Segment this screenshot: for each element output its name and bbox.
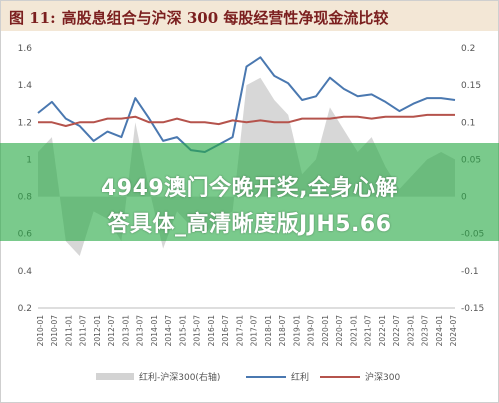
x-tick-label: 2023-07 xyxy=(421,315,430,347)
hs300-line xyxy=(38,113,455,127)
left-tick-label: 0.2 xyxy=(18,304,32,314)
x-tick-label: 2010-07 xyxy=(50,315,59,347)
x-tick-label: 2020-01 xyxy=(321,315,330,347)
left-tick-label: 1.2 xyxy=(18,118,32,128)
x-tick-label: 2013-01 xyxy=(121,315,130,347)
x-tick-label: 2018-07 xyxy=(278,315,287,347)
x-tick-label: 2019-01 xyxy=(292,315,301,347)
x-tick-label: 2011-01 xyxy=(64,315,73,347)
legend-label-dividend: 红利 xyxy=(291,371,309,383)
x-tick-label: 2010-01 xyxy=(36,315,45,347)
x-tick-label: 2011-07 xyxy=(79,315,88,347)
x-tick-label: 2024-01 xyxy=(435,315,444,347)
right-tick-label: -0.15 xyxy=(461,304,484,314)
x-tick-label: 2018-01 xyxy=(264,315,273,347)
x-tick-label: 2013-07 xyxy=(136,315,145,347)
x-tick-label: 2019-07 xyxy=(307,315,316,347)
figure-number: 图 11: xyxy=(9,9,56,27)
x-tick-label: 2012-01 xyxy=(93,315,102,347)
watermark-banner xyxy=(0,143,499,241)
x-tick-label: 2014-01 xyxy=(150,315,159,347)
legend-label-hs300: 沪深300 xyxy=(365,371,400,383)
right-tick-label: 0.15 xyxy=(461,81,481,91)
watermark-text-line-2: 答具体_高清晰度版JJH5.66 xyxy=(107,212,392,237)
x-tick-label: 2017-07 xyxy=(250,315,259,347)
figure-title: 高股息组合与沪深 300 每股经营性净现金流比较 xyxy=(61,9,389,27)
dividend-line xyxy=(37,56,456,153)
left-tick-label: 1.6 xyxy=(18,44,33,54)
x-tick-label: 2012-07 xyxy=(107,315,116,347)
x-tick-label: 2014-07 xyxy=(164,315,173,347)
x-tick-label: 2022-01 xyxy=(378,315,387,347)
right-tick-label: 0.1 xyxy=(461,118,475,128)
x-tick-label: 2020-07 xyxy=(335,315,344,347)
legend: 红利-沪深300(右轴) 红利 沪深300 xyxy=(96,371,400,383)
chart-title-bar: 图 11: 高股息组合与沪深 300 每股经营性净现金流比较 xyxy=(1,1,498,31)
legend-swatch-spread xyxy=(96,373,134,380)
x-tick-label: 2015-01 xyxy=(178,315,187,347)
x-tick-label: 2016-07 xyxy=(221,315,230,347)
series-lines-layer xyxy=(37,56,456,153)
x-tick-label: 2021-01 xyxy=(349,315,358,347)
x-tick-label: 2015-07 xyxy=(193,315,202,347)
x-tick-label: 2016-01 xyxy=(207,315,216,347)
left-tick-label: 1.4 xyxy=(18,81,33,91)
right-tick-label: -0.1 xyxy=(461,267,479,277)
right-tick-label: 0.2 xyxy=(461,44,475,54)
left-tick-label: 0.4 xyxy=(18,267,33,277)
chart-title: 图 11: 高股息组合与沪深 300 每股经营性净现金流比较 xyxy=(9,7,388,28)
x-tick-label: 2024-07 xyxy=(449,315,458,347)
x-tick-label: 2021-07 xyxy=(364,315,373,347)
x-tick-label: 2017-01 xyxy=(235,315,244,347)
x-tick-label: 2023-01 xyxy=(406,315,415,347)
legend-label-spread: 红利-沪深300(右轴) xyxy=(139,371,220,383)
x-tick-label: 2022-07 xyxy=(392,315,401,347)
watermark-text-line-1: 4949澳门今晚开奖,全身心解 xyxy=(100,176,399,201)
